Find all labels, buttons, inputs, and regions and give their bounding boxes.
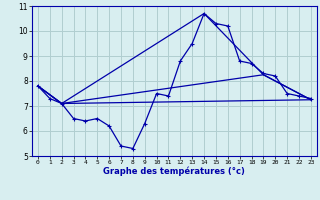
X-axis label: Graphe des températures (°c): Graphe des températures (°c) bbox=[103, 167, 245, 176]
